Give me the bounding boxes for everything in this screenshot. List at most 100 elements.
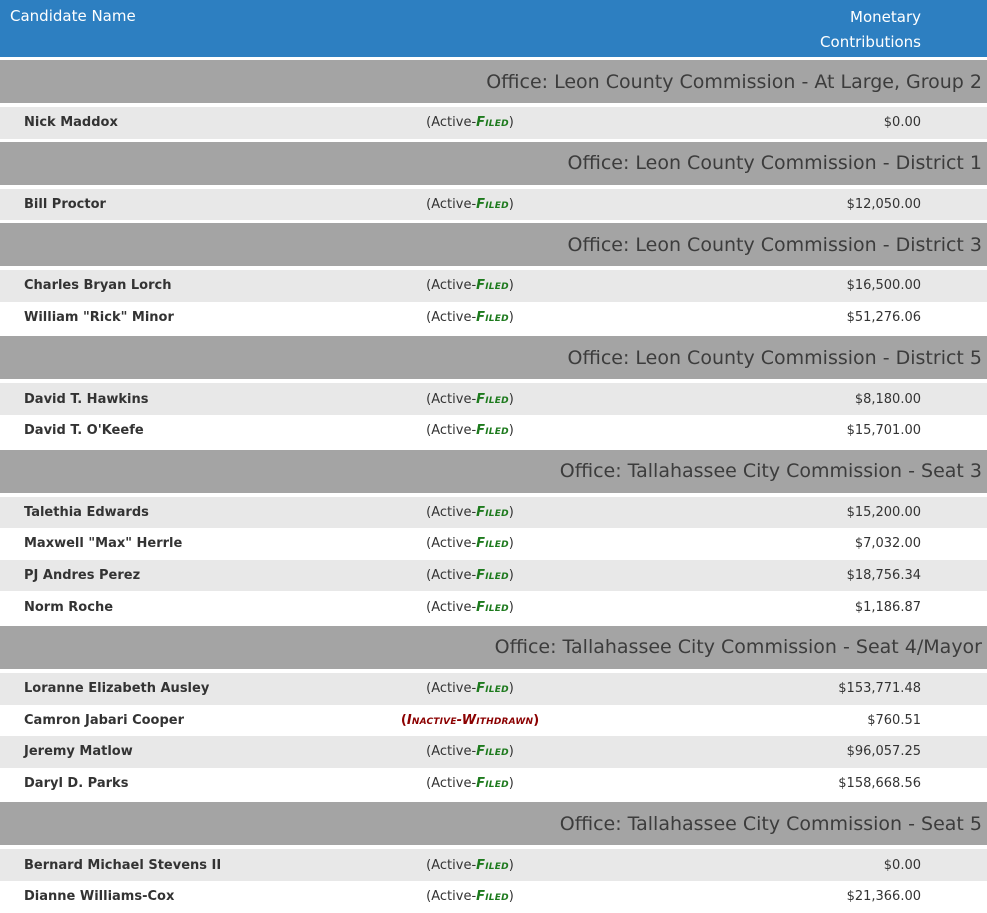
candidate-name[interactable]: PJ Andres Perez — [24, 568, 141, 584]
candidate-status: (Active-Filed) — [300, 858, 640, 873]
status-emphasis: Filed — [476, 278, 509, 294]
status-prefix: ( — [400, 712, 407, 728]
status-prefix: (Active- — [426, 504, 477, 520]
candidate-name[interactable]: Camron Jabari Cooper — [24, 712, 184, 728]
candidate-amount: $18,756.34 — [846, 568, 921, 584]
candidate-row: Bill Proctor (Active-Filed) $12,050.00 — [0, 188, 987, 221]
candidate-name[interactable]: William "Rick" Minor — [24, 310, 174, 326]
status-suffix: ) — [508, 423, 514, 439]
monetary-contributions-column-header: Monetary Contributions — [820, 8, 921, 51]
candidate-amount: $0.00 — [883, 857, 921, 873]
candidate-amount: $158,668.56 — [838, 776, 921, 792]
candidate-name[interactable]: Maxwell "Max" Herrle — [24, 536, 183, 552]
status-emphasis: Filed — [476, 889, 509, 905]
candidate-status: (Active-Filed) — [300, 197, 640, 212]
status-prefix: (Active- — [426, 278, 477, 294]
candidate-name[interactable]: Loranne Elizabeth Ausley — [24, 681, 210, 697]
status-suffix: ) — [508, 744, 514, 760]
status-prefix: (Active- — [426, 568, 477, 584]
candidate-amount: $51,276.06 — [846, 310, 921, 326]
candidate-status: (Active-Filed) — [300, 776, 640, 791]
candidate-status: (Active-Filed) — [300, 889, 640, 904]
candidate-amount: $0.00 — [883, 115, 921, 131]
status-prefix: (Active- — [426, 391, 477, 407]
candidate-status: (Inactive-Withdrawn) — [300, 713, 640, 728]
candidate-status: (Active-Filed) — [300, 600, 640, 615]
candidate-row: Jeremy Matlow (Active-Filed) $96,057.25 — [0, 736, 987, 768]
candidate-status: (Active-Filed) — [300, 278, 640, 293]
candidate-name[interactable]: David T. O'Keefe — [24, 423, 144, 439]
status-suffix: ) — [508, 776, 514, 792]
status-suffix: ) — [508, 504, 514, 520]
candidate-amount: $96,057.25 — [846, 744, 921, 760]
status-emphasis: Filed — [476, 536, 509, 552]
status-emphasis: Filed — [476, 599, 509, 615]
status-emphasis: Inactive-Withdrawn — [406, 712, 534, 728]
status-emphasis: Filed — [476, 776, 509, 792]
candidate-name[interactable]: Talethia Edwards — [24, 504, 149, 520]
candidate-status: (Active-Filed) — [300, 568, 640, 583]
candidate-status: (Active-Filed) — [300, 392, 640, 407]
candidate-row: Daryl D. Parks (Active-Filed) $158,668.5… — [0, 767, 987, 800]
status-emphasis: Filed — [476, 504, 509, 520]
candidate-name-column-header: Candidate Name — [10, 7, 136, 25]
candidate-name[interactable]: Charles Bryan Lorch — [24, 278, 172, 294]
candidate-name[interactable]: David T. Hawkins — [24, 391, 149, 407]
candidate-row: Bernard Michael Stevens II (Active-Filed… — [0, 849, 987, 881]
status-emphasis: Filed — [476, 744, 509, 760]
candidate-row: Nick Maddox (Active-Filed) $0.00 — [0, 107, 987, 139]
status-emphasis: Filed — [476, 568, 509, 584]
status-suffix: ) — [508, 278, 514, 294]
status-suffix: ) — [508, 889, 514, 905]
status-prefix: (Active- — [426, 857, 477, 873]
candidate-row: Norm Roche (Active-Filed) $1,186.87 — [0, 591, 987, 623]
office-group-header: Office: Tallahassee City Commission - Se… — [0, 625, 987, 669]
candidate-amount: $1,186.87 — [854, 599, 921, 615]
candidate-amount: $12,050.00 — [846, 196, 921, 212]
candidate-status: (Active-Filed) — [300, 505, 640, 520]
candidate-amount: $760.51 — [867, 712, 921, 728]
status-suffix: ) — [508, 310, 514, 326]
status-suffix: ) — [508, 115, 514, 131]
office-group-header: Office: Leon County Commission - Distric… — [0, 141, 987, 185]
candidate-amount: $21,366.00 — [846, 889, 921, 905]
status-emphasis: Filed — [476, 681, 509, 697]
candidate-row: David T. O'Keefe (Active-Filed) $15,701.… — [0, 414, 987, 447]
candidate-name[interactable]: Bill Proctor — [24, 196, 106, 212]
status-prefix: (Active- — [426, 681, 477, 697]
table-header: Candidate Name Monetary Contributions — [0, 0, 987, 57]
candidate-name[interactable]: Norm Roche — [24, 599, 114, 615]
candidate-name[interactable]: Bernard Michael Stevens II — [24, 857, 222, 873]
status-emphasis: Filed — [476, 115, 509, 131]
candidate-name[interactable]: Dianne Williams-Cox — [24, 889, 175, 905]
status-suffix: ) — [508, 857, 514, 873]
candidate-row: Dianne Williams-Cox (Active-Filed) $21,3… — [0, 880, 987, 913]
candidate-name[interactable]: Nick Maddox — [24, 115, 118, 131]
candidate-name[interactable]: Jeremy Matlow — [24, 744, 133, 760]
candidate-amount: $15,200.00 — [846, 504, 921, 520]
candidate-status: (Active-Filed) — [300, 423, 640, 438]
status-prefix: (Active- — [426, 599, 477, 615]
status-suffix: ) — [508, 681, 514, 697]
candidate-name[interactable]: Daryl D. Parks — [24, 776, 129, 792]
status-prefix: (Active- — [426, 423, 477, 439]
candidate-row: William "Rick" Minor (Active-Filed) $51,… — [0, 301, 987, 334]
candidate-row: Talethia Edwards (Active-Filed) $15,200.… — [0, 496, 987, 529]
candidate-row: Charles Bryan Lorch (Active-Filed) $16,5… — [0, 270, 987, 302]
candidate-amount: $16,500.00 — [846, 278, 921, 294]
status-emphasis: Filed — [476, 310, 509, 326]
status-suffix: ) — [508, 196, 514, 212]
status-emphasis: Filed — [476, 857, 509, 873]
candidate-amount: $153,771.48 — [838, 681, 921, 697]
office-group-header: Office: Tallahassee City Commission - Se… — [0, 449, 987, 493]
candidate-row: PJ Andres Perez (Active-Filed) $18,756.3… — [0, 559, 987, 592]
candidate-status: (Active-Filed) — [300, 536, 640, 551]
candidate-row: Loranne Elizabeth Ausley (Active-Filed) … — [0, 672, 987, 705]
office-group-header: Office: Leon County Commission - Distric… — [0, 223, 987, 267]
status-prefix: (Active- — [426, 310, 477, 326]
candidate-row: Maxwell "Max" Herrle (Active-Filed) $7,0… — [0, 528, 987, 560]
candidate-status: (Active-Filed) — [300, 744, 640, 759]
status-suffix: ) — [508, 391, 514, 407]
office-group-header: Office: Leon County Commission - At Larg… — [0, 60, 987, 103]
